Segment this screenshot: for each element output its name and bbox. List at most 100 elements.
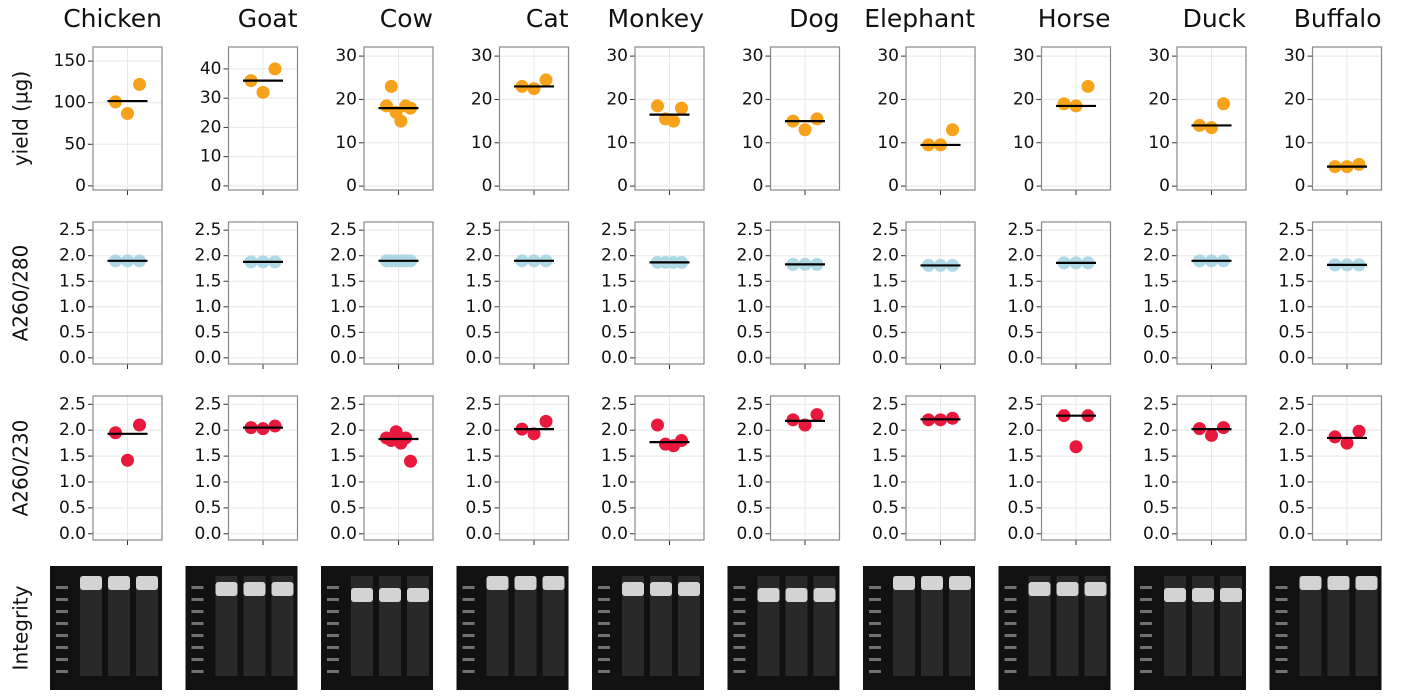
y-tick-label: 10 [471, 133, 493, 153]
lane-band [813, 588, 836, 602]
y-tick-label: 1.0 [59, 297, 86, 317]
y-tick-label: 2.5 [601, 220, 628, 240]
y-tick-label: 2.0 [1143, 246, 1170, 266]
y-tick-label: 1.0 [330, 472, 357, 492]
y-tick-label: 1.0 [736, 297, 763, 317]
y-tick-label: 2.0 [330, 420, 357, 440]
ladder-band [191, 598, 204, 601]
y-tick-label: 2.0 [194, 420, 221, 440]
y-tick-label: 20 [606, 89, 628, 109]
data-point [1217, 421, 1230, 435]
data-point [121, 453, 134, 467]
y-tick-label: 0.5 [872, 498, 899, 518]
panel-border [769, 46, 841, 191]
data-point [1205, 121, 1218, 135]
y-tick-label: 1.0 [601, 297, 628, 317]
panel-border [1311, 395, 1383, 541]
y-tick-label: 0 [1159, 176, 1170, 196]
data-point [675, 434, 688, 448]
lane-smear [1355, 576, 1378, 676]
y-tick-label: 20 [742, 89, 764, 109]
y-tick-label: 2.0 [1143, 420, 1170, 440]
ladder-band [1004, 634, 1017, 637]
lane-band [757, 588, 780, 602]
lane-band [1299, 576, 1322, 590]
ladder-band [191, 622, 204, 625]
y-tick-label: 1.0 [1143, 297, 1170, 317]
y-tick-label: 1.5 [736, 446, 763, 466]
ladder-band [869, 634, 881, 637]
lane-band [678, 582, 700, 596]
panel-border [498, 221, 570, 365]
y-tick-label: 1.5 [59, 446, 86, 466]
ladder-band [733, 634, 746, 637]
lane-band [407, 588, 429, 602]
y-tick-label: 0.0 [1143, 348, 1170, 368]
ladder-band [1004, 622, 1017, 625]
y-tick-label: 100 [54, 93, 86, 113]
column-title: Goat [238, 4, 298, 33]
y-tick-label: 2.0 [465, 420, 492, 440]
y-tick-label: 2.5 [59, 394, 86, 414]
y-tick-label: 10 [606, 133, 628, 153]
y-tick-label: 2.5 [465, 394, 492, 414]
y-tick-label: 1.0 [1278, 297, 1305, 317]
row-label: Integrity [9, 585, 33, 670]
ladder-band [1004, 586, 1017, 589]
row-label: yield (µg) [9, 71, 33, 166]
lane-smear [215, 576, 238, 676]
lane-band [1164, 588, 1186, 602]
y-tick-label: 1.0 [194, 297, 221, 317]
ladder-band [56, 658, 68, 661]
lane-smear [108, 576, 130, 676]
ladder-band [1275, 634, 1288, 637]
data-point [675, 101, 688, 115]
lane-band [379, 588, 401, 602]
lane-smear [1028, 576, 1051, 676]
lane-smear [650, 576, 672, 676]
lane-smear [80, 576, 102, 676]
y-tick-label: 10 [1284, 133, 1306, 153]
row-label: A260/230 [9, 420, 33, 517]
panel-border [1176, 395, 1247, 541]
y-tick-label: 1.0 [1278, 472, 1305, 492]
panel-border [905, 221, 976, 365]
ladder-band [327, 646, 339, 649]
ladder-band [733, 670, 746, 673]
y-tick-label: 2.0 [59, 246, 86, 266]
panel-border [363, 395, 434, 541]
y-tick-label: 0.0 [1143, 524, 1170, 544]
y-tick-label: 0 [346, 176, 357, 196]
ladder-band [1275, 658, 1288, 661]
y-tick-label: 1.5 [1007, 446, 1034, 466]
y-tick-label: 0.0 [1278, 524, 1305, 544]
data-point [394, 114, 408, 128]
y-tick-label: 30 [1284, 46, 1306, 66]
y-tick-label: 0.0 [194, 524, 221, 544]
y-tick-label: 50 [64, 134, 86, 154]
y-tick-label: 2.5 [330, 220, 357, 240]
data-point [1057, 97, 1071, 111]
y-tick-label: 0.5 [601, 498, 628, 518]
lane-band [1056, 582, 1079, 596]
data-point [539, 73, 553, 87]
ladder-band [1140, 586, 1152, 589]
y-tick-label: 1.0 [872, 472, 899, 492]
data-point [810, 112, 824, 126]
data-point [667, 114, 680, 128]
y-tick-label: 2.0 [872, 420, 899, 440]
y-tick-label: 0.5 [59, 322, 86, 342]
panel-border [769, 221, 841, 365]
y-tick-label: 0.5 [736, 322, 763, 342]
ladder-band [1275, 646, 1288, 649]
y-tick-label: 0.5 [1007, 322, 1034, 342]
panel-border [1311, 46, 1383, 191]
y-tick-label: 1.5 [1278, 271, 1305, 291]
y-tick-label: 2.0 [1007, 246, 1034, 266]
gel-image [1134, 566, 1246, 690]
y-tick-label: 30 [742, 46, 764, 66]
y-tick-label: 0 [1024, 176, 1035, 196]
y-tick-label: 0.5 [601, 322, 628, 342]
lane-band [514, 576, 537, 590]
y-tick-label: 1.5 [194, 271, 221, 291]
